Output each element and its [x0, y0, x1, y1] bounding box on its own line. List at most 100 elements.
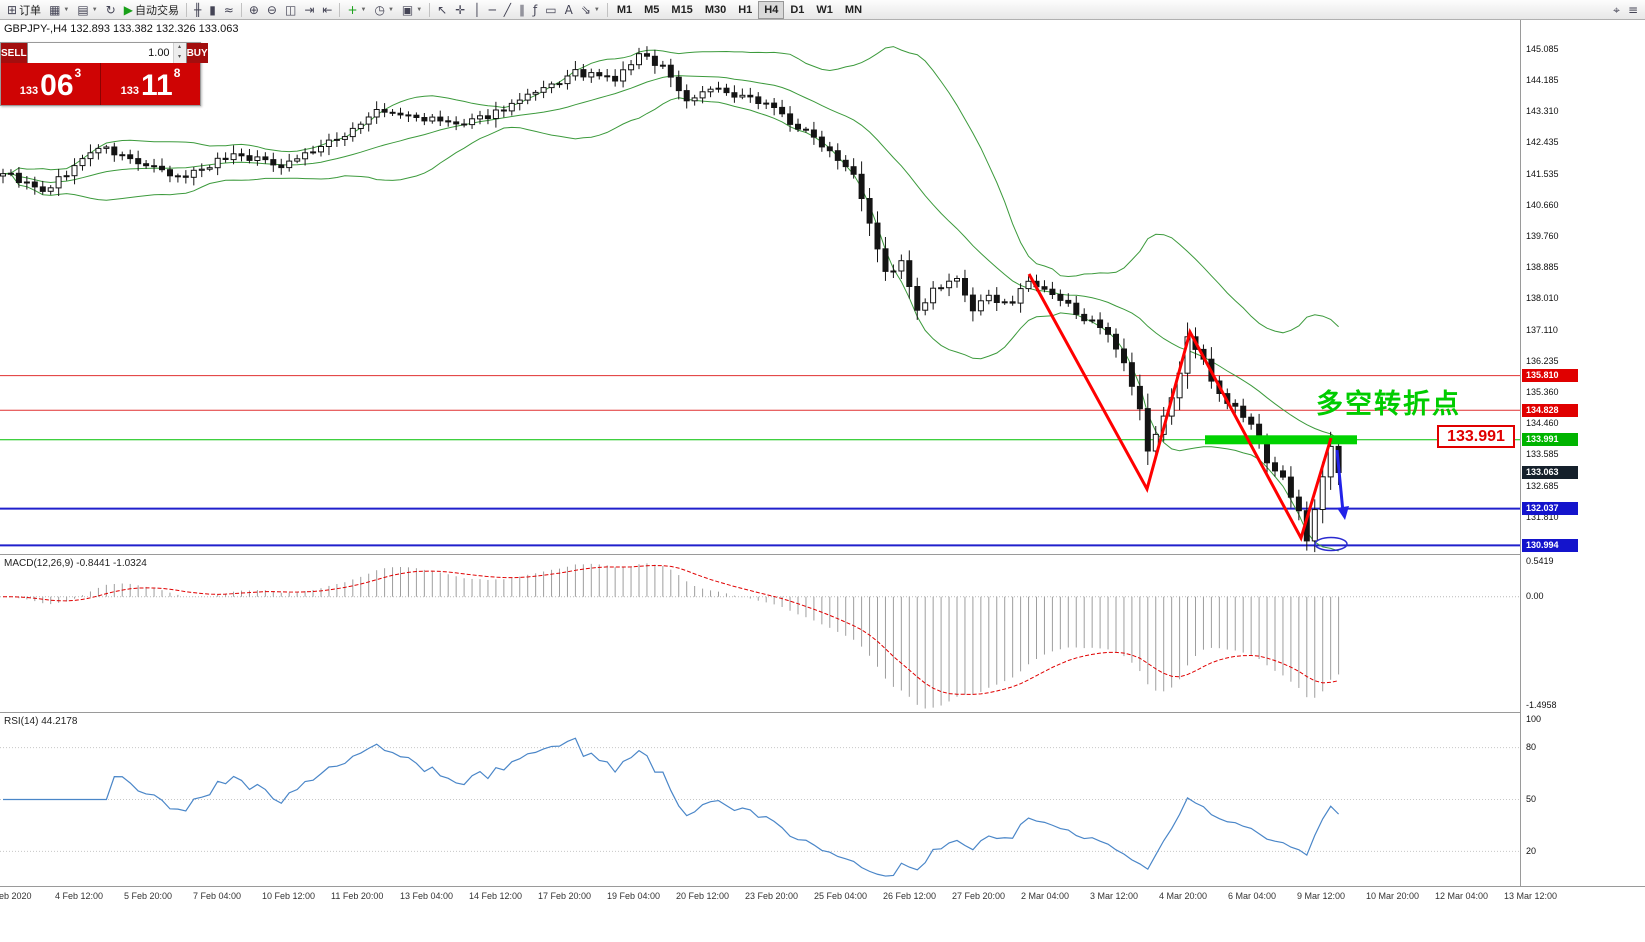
time-axis-label: 23 Feb 20:00 — [745, 891, 799, 901]
cursor-button[interactable]: ↖ — [433, 1, 451, 19]
current-price-badge: 133.063 — [1522, 466, 1578, 479]
crosshair-button[interactable]: ✛ — [451, 1, 469, 19]
price-callout-label[interactable]: 133.991 — [1437, 425, 1515, 448]
timeframe-m1-button[interactable]: M1 — [611, 1, 638, 19]
timeframe-m15-button[interactable]: M15 — [665, 1, 698, 19]
autotrading-button[interactable]: ▶ 自动交易 — [120, 1, 183, 19]
chart-shift-button[interactable]: ⇤ — [318, 1, 336, 19]
time-axis-label: 17 Feb 20:00 — [538, 891, 592, 901]
macd-chart[interactable] — [0, 555, 1520, 712]
time-axis-label: 3 Feb 2020 — [0, 891, 32, 901]
sell-price[interactable]: 133 06 3 — [1, 63, 100, 105]
time-axis-label: 14 Feb 12:00 — [469, 891, 523, 901]
price-tick: 144.185 — [1526, 75, 1559, 85]
crosshair-icon: ✛ — [455, 2, 466, 17]
sell-price-big: 06 — [40, 69, 74, 102]
macd-histogram — [18, 563, 1340, 709]
time-axis-label: 20 Feb 12:00 — [676, 891, 730, 901]
sell-button[interactable]: SELL — [1, 43, 27, 63]
macd-pane[interactable]: MACD(12,26,9) -0.8441 -1.0324 — [0, 554, 1520, 712]
toolbar-separator — [606, 2, 608, 17]
time-axis-label: 11 Feb 20:00 — [331, 891, 384, 901]
price-tick: 143.310 — [1526, 106, 1559, 116]
timeframe-w1-button[interactable]: W1 — [810, 1, 839, 19]
volume-down-button[interactable]: ▾ — [173, 53, 186, 63]
tile-windows-button[interactable]: ◫ — [281, 1, 300, 19]
candlestick-chart-button[interactable]: ▮ — [205, 1, 220, 19]
indicators-button[interactable]: + ▼ — [343, 1, 370, 19]
rsi-label: RSI(14) 44.2178 — [4, 716, 78, 727]
autotrading-button-label: 自动交易 — [134, 4, 179, 17]
zoom-in-button[interactable]: ⊕ — [245, 1, 263, 19]
timeframe-h1-button-label: H1 — [738, 3, 753, 16]
rsi-line — [3, 737, 1340, 877]
timeframe-m30-button[interactable]: M30 — [699, 1, 732, 19]
macd-axis-value: 0.5419 — [1526, 556, 1554, 566]
time-axis-label: 26 Feb 12:00 — [883, 891, 937, 901]
channel-icon: ∥ — [519, 2, 526, 17]
buy-price-sup: 8 — [173, 66, 181, 80]
timeframe-d1-button[interactable]: D1 — [784, 1, 810, 19]
price-chart[interactable] — [0, 20, 1520, 554]
auto-scroll-button[interactable]: ⇥ — [300, 1, 318, 19]
arrows-button[interactable]: ⇘ ▼ — [577, 1, 604, 19]
rsi-axis-value: 100 — [1526, 714, 1542, 724]
window-list-button[interactable]: ≡ — [1624, 1, 1642, 19]
timeframe-h1-button[interactable]: H1 — [732, 1, 758, 19]
fibonacci-button[interactable]: ƒ — [529, 1, 541, 19]
buy-button[interactable]: BUY — [186, 43, 208, 63]
text-button[interactable]: A — [561, 1, 577, 19]
new-order-button[interactable]: ⊞ 订单 — [3, 1, 45, 19]
turning-point-label[interactable]: 多空转折点 — [1316, 389, 1461, 419]
rsi-chart[interactable] — [0, 713, 1520, 886]
vertical-line-icon: │ — [473, 2, 481, 17]
volume-up-button[interactable]: ▴ — [173, 43, 186, 53]
time-axis-label: 12 Mar 04:00 — [1435, 891, 1489, 901]
rsi-pane[interactable]: RSI(14) 44.2178 — [0, 712, 1520, 886]
shapes-button[interactable]: ▭ — [541, 1, 560, 19]
timeframe-mn-button[interactable]: MN — [839, 1, 868, 19]
sell-price-prefix: 133 — [19, 85, 39, 97]
price-tick: 141.535 — [1526, 169, 1559, 179]
macd-axis-value: 0.00 — [1526, 591, 1544, 601]
price-tick: 142.435 — [1526, 137, 1559, 147]
zoom-out-button[interactable]: ⊖ — [263, 1, 281, 19]
bar-chart-icon: ╫ — [193, 2, 202, 17]
status-strip — [0, 908, 1645, 942]
volume-input[interactable] — [27, 43, 173, 63]
main-chart-pane[interactable]: GBPJPY-,H4 132.893 133.382 132.326 133.0… — [0, 20, 1520, 554]
price-divider — [100, 63, 101, 105]
bar-chart-button[interactable]: ╫ — [190, 1, 205, 19]
red-zigzag-annotation — [1027, 273, 1333, 542]
tile-windows-icon: ◫ — [284, 2, 297, 17]
horizontal-line-button[interactable]: ─ — [485, 1, 500, 19]
channel-button[interactable]: ∥ — [515, 1, 529, 19]
new-chart-icon: ▦ — [49, 2, 61, 17]
periods-button[interactable]: ◷ ▼ — [370, 1, 397, 19]
timeframe-m5-button[interactable]: M5 — [638, 1, 665, 19]
templates-button[interactable]: ▣ ▼ — [398, 1, 426, 19]
line-chart-button[interactable]: ≈ — [220, 1, 238, 19]
time-axis-label: 5 Feb 20:00 — [124, 891, 173, 901]
dropdown-caret-icon: ▼ — [63, 6, 70, 13]
trade-controls-row: SELL ▴ ▾ BUY — [1, 43, 208, 63]
toolbar-separator — [339, 2, 341, 17]
vertical-line-button[interactable]: │ — [469, 1, 484, 19]
refresh-button[interactable]: ↻ — [102, 1, 120, 19]
buy-price[interactable]: 133 11 8 — [101, 63, 200, 105]
profiles-button[interactable]: ▤ ▼ — [73, 1, 101, 19]
magnifier-button[interactable]: ⌖ — [1609, 1, 1624, 19]
arrow-object-icon: ⇘ — [580, 2, 591, 17]
time-axis-label: 13 Mar 12:00 — [1504, 891, 1558, 901]
time-axis[interactable]: 3 Feb 2020 4 Feb 12:00 5 Feb 20:00 7 Feb 04… — [0, 886, 1645, 908]
blue-down-arrow — [1335, 449, 1349, 520]
trendline-button[interactable]: ╱ — [500, 1, 515, 19]
toolbar-separator — [429, 2, 431, 17]
time-axis-label: 19 Feb 04:00 — [607, 891, 661, 901]
text-icon: A — [564, 2, 573, 17]
new-chart-button[interactable]: ▦ ▼ — [45, 1, 73, 19]
timeframe-h4-button[interactable]: H4 — [758, 0, 785, 19]
price-axis[interactable]: 145.085 144.185 143.310 142.435 141.535 140.6… — [1520, 20, 1645, 886]
profiles-icon: ▤ — [77, 2, 89, 17]
clock-icon: ◷ — [374, 2, 385, 17]
